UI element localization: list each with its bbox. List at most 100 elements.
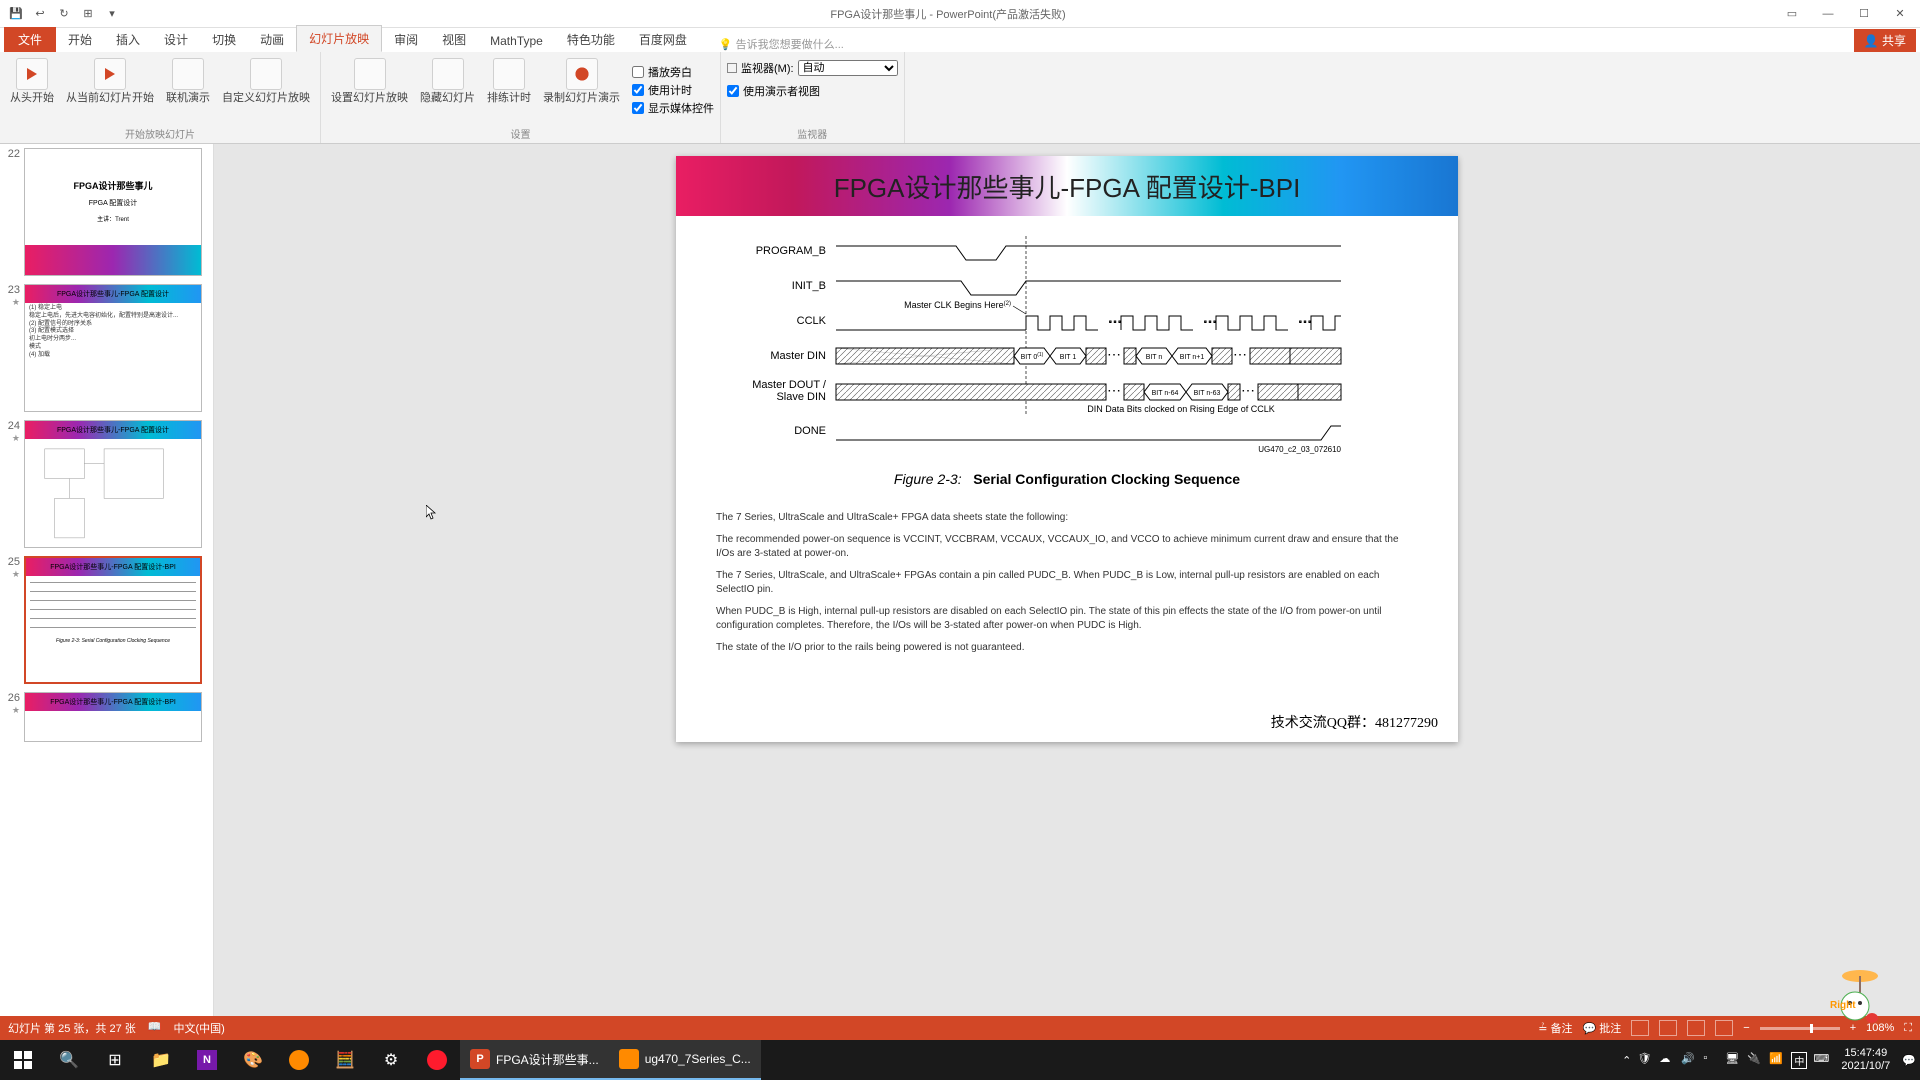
ribbon-group-setup: 设置幻灯片放映 隐藏幻灯片 排练计时 录制幻灯片演示 播放旁白 使用计时 显示媒… [321,52,721,143]
share-label: 共享 [1882,34,1906,48]
ribbon-options-icon[interactable]: ▭ [1776,2,1808,26]
tray-wifi-icon[interactable]: 🔊 [1681,1052,1697,1068]
spell-check-icon[interactable]: 📖 [148,1020,162,1036]
undo-icon[interactable]: ↩ [32,6,48,22]
tray-cloud-icon[interactable]: ☁ [1659,1052,1675,1068]
action-center-icon[interactable]: 💬 [1902,1054,1916,1067]
thumbnail-item[interactable]: 25★ FPGA设计那些事儿-FPGA 配置设计-BPI Figure 2-3:… [4,556,209,684]
thumbnail[interactable]: FPGA设计那些事儿-FPGA 配置设计 (1) 稳定上电稳定上电后，先进大电容… [24,284,202,412]
tell-me-search[interactable]: 💡 告诉我您想要做什么... [719,36,844,52]
timing-checkbox[interactable]: 使用计时 [632,81,714,99]
fit-window-icon[interactable]: ⛶ [1904,1022,1912,1035]
group-setup-title: 设置 [327,124,714,141]
taskbar-clock[interactable]: 15:47:49 2021/10/7 [1835,1047,1896,1073]
slide-edit-area[interactable]: FPGA设计那些事儿-FPGA 配置设计-BPI PROGRAM_B INIT_… [214,144,1920,1056]
slideshow-view-icon[interactable] [1715,1020,1733,1036]
tab-animations[interactable]: 动画 [248,27,296,52]
from-current-button[interactable]: 从当前幻灯片开始 [62,56,158,124]
tray-monitor-icon[interactable]: 🖥 [1725,1052,1741,1068]
desktop-mascot[interactable]: Right [1820,958,1890,1028]
timing-label: 使用计时 [648,82,692,98]
app-icon[interactable]: 🎨 [230,1040,276,1080]
thumbnail-item[interactable]: 24★ FPGA设计那些事儿-FPGA 配置设计 [4,420,209,548]
tab-view[interactable]: 视图 [430,27,478,52]
onenote-icon[interactable]: N [184,1040,230,1080]
file-explorer-icon[interactable]: 📁 [138,1040,184,1080]
tab-slideshow[interactable]: 幻灯片放映 [296,25,382,52]
thumbnail-item[interactable]: 22 FPGA设计那些事儿 FPGA 配置设计 主讲：Trent [4,148,209,276]
figure-number: Figure 2-3: [894,471,962,487]
narration-checkbox[interactable]: 播放旁白 [632,63,714,81]
setup-show-button[interactable]: 设置幻灯片放映 [327,56,412,124]
taskbar-app-label: ug470_7Series_C... [645,1052,751,1066]
tab-review[interactable]: 审阅 [382,27,430,52]
record-button[interactable]: 录制幻灯片演示 [539,56,624,124]
record-icon [566,58,598,90]
search-icon[interactable]: 🔍 [46,1040,92,1080]
rehearse-button[interactable]: 排练计时 [483,56,535,124]
settings-icon[interactable]: ⚙ [368,1040,414,1080]
everything-icon[interactable] [276,1040,322,1080]
custom-show-button[interactable]: 自定义幻灯片放映 [218,56,314,124]
online-present-button[interactable]: 联机演示 [162,56,214,124]
calculator-icon[interactable]: 🧮 [322,1040,368,1080]
maximize-icon[interactable]: ☐ [1848,2,1880,26]
thumbnail[interactable]: FPGA设计那些事儿-FPGA 配置设计 [24,420,202,548]
qat-more-icon[interactable]: ▾ [104,6,120,22]
media-checkbox[interactable]: 显示媒体控件 [632,99,714,117]
notes-button[interactable]: ≟ 备注 [1538,1020,1572,1036]
sorter-view-icon[interactable] [1659,1020,1677,1036]
tray-shield-icon[interactable]: 🛡 [1637,1052,1653,1068]
thumbnail-item[interactable]: 26★ FPGA设计那些事儿-FPGA 配置设计-BPI [4,692,209,742]
tab-insert[interactable]: 插入 [104,27,152,52]
tray-ime-icon[interactable]: 中 [1791,1052,1807,1069]
language-status[interactable]: 中文(中国) [173,1020,224,1036]
share-button[interactable]: 👤 共享 [1854,29,1916,52]
thumbnail[interactable]: FPGA设计那些事儿-FPGA 配置设计-BPI [24,692,202,742]
thumbnail-item[interactable]: 23★ FPGA设计那些事儿-FPGA 配置设计 (1) 稳定上电稳定上电后，先… [4,284,209,412]
tab-transitions[interactable]: 切换 [200,27,248,52]
presenter-view-checkbox[interactable]: 使用演示者视图 [727,82,820,100]
custom-label: 自定义幻灯片放映 [222,92,310,105]
record-label: 录制幻灯片演示 [543,92,620,105]
tray-usb-icon[interactable]: 🔌 [1747,1052,1763,1068]
file-tab[interactable]: 文件 [4,27,56,52]
tray-ime2-icon[interactable]: ⌨ [1813,1052,1829,1068]
start-from-begin-icon[interactable]: ⊞ [80,6,96,22]
thumb-title: FPGA设计那些事儿-FPGA 配置设计-BPI [25,697,201,707]
monitor-select[interactable]: 自动 [798,60,898,76]
tray-nvidia-icon[interactable]: ▫ [1703,1052,1719,1068]
tab-mathtype[interactable]: MathType [478,30,555,52]
thumbnail-panel[interactable]: 22 FPGA设计那些事儿 FPGA 配置设计 主讲：Trent 23★ FPG… [0,144,214,1056]
svg-text:⋯: ⋯ [1233,346,1247,362]
thumbnail-active[interactable]: FPGA设计那些事儿-FPGA 配置设计-BPI Figure 2-3: Ser… [24,556,202,684]
redo-icon[interactable]: ↻ [56,6,72,22]
hide-slide-button[interactable]: 隐藏幻灯片 [416,56,479,124]
thumbnail[interactable]: FPGA设计那些事儿 FPGA 配置设计 主讲：Trent [24,148,202,276]
opera-icon[interactable] [414,1040,460,1080]
thumb-title: FPGA设计那些事儿-FPGA 配置设计 [25,289,201,299]
tab-home[interactable]: 开始 [56,27,104,52]
taskbar-app-powerpoint[interactable]: P FPGA设计那些事... [460,1040,609,1080]
tab-design[interactable]: 设计 [152,27,200,52]
tray-chevron-icon[interactable]: ⌃ [1622,1054,1631,1067]
comments-button[interactable]: 💬 批注 [1583,1020,1622,1036]
tab-features[interactable]: 特色功能 [555,27,627,52]
tray-network-icon[interactable]: 📶 [1769,1052,1785,1068]
normal-view-icon[interactable] [1631,1020,1649,1036]
slide-canvas[interactable]: FPGA设计那些事儿-FPGA 配置设计-BPI PROGRAM_B INIT_… [676,156,1458,742]
save-icon[interactable]: 💾 [8,6,24,22]
taskbar: 🔍 ⊞ 📁 N 🎨 🧮 ⚙ P FPGA设计那些事... ug470_7Seri… [0,1040,1920,1080]
ribbon-group-start: 从头开始 从当前幻灯片开始 联机演示 自定义幻灯片放映 开始放映幻灯片 [0,52,321,143]
zoom-out-icon[interactable]: − [1743,1022,1749,1034]
close-icon[interactable]: ✕ [1884,2,1916,26]
reading-view-icon[interactable] [1687,1020,1705,1036]
from-beginning-button[interactable]: 从头开始 [6,56,58,124]
start-button[interactable] [0,1040,46,1080]
monitor-icon [172,58,204,90]
minimize-icon[interactable]: — [1812,2,1844,26]
tab-baidu[interactable]: 百度网盘 [627,27,699,52]
task-view-icon[interactable]: ⊞ [92,1040,138,1080]
taskbar-app-pdf[interactable]: ug470_7Series_C... [609,1040,761,1080]
thumb-title: FPGA设计那些事儿-FPGA 配置设计-BPI [26,562,200,572]
